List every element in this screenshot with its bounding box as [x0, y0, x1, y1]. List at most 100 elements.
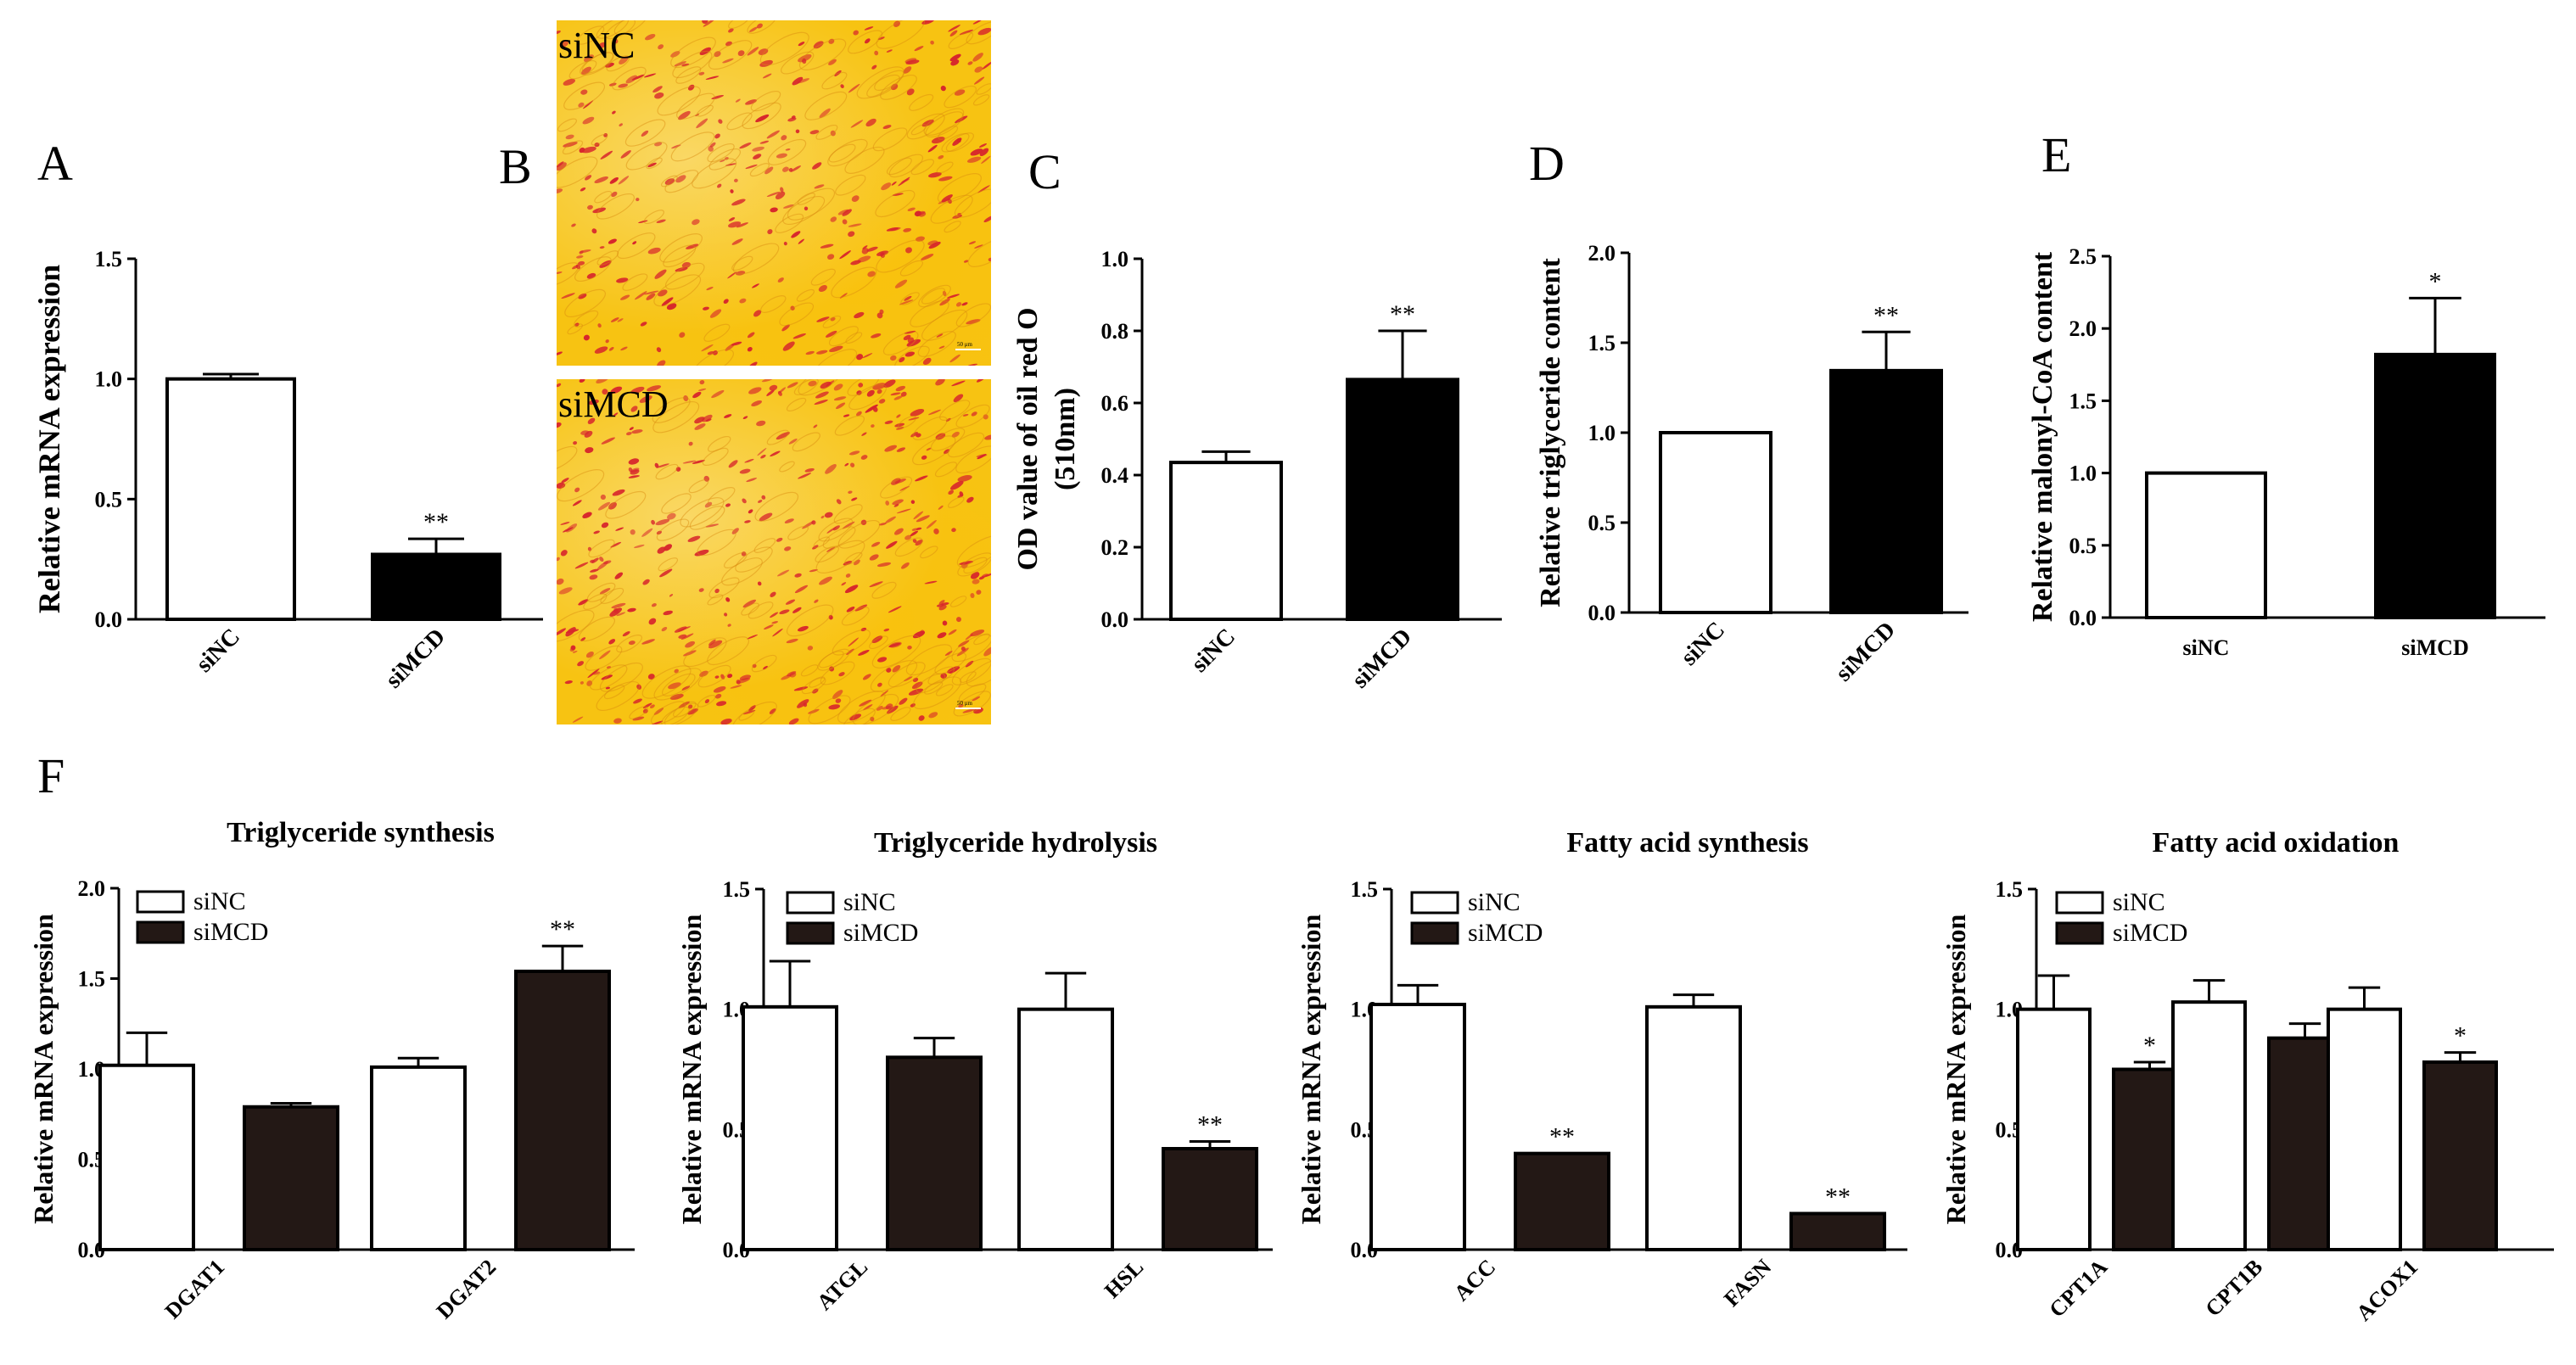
- cell-outline: [562, 140, 584, 155]
- legend-swatch-simcd: [786, 921, 835, 945]
- chart-title: Fatty acid oxidation: [2153, 827, 2400, 859]
- lipid-droplet: [731, 238, 743, 245]
- lipid-droplet: [935, 433, 946, 440]
- cell-outline: [594, 190, 613, 204]
- image-label-sinc: siNC: [558, 25, 636, 66]
- lipid-droplet: [928, 409, 941, 416]
- lipid-droplet: [758, 500, 763, 503]
- y-tick-label: 1.5: [78, 967, 106, 992]
- lipid-droplet: [837, 209, 849, 215]
- lipid-droplet: [962, 413, 969, 417]
- lipid-droplet: [739, 298, 747, 304]
- lipid-droplet: [572, 265, 580, 270]
- lipid-droplet: [602, 389, 608, 395]
- cell-outline: [871, 635, 921, 669]
- cell-outline: [910, 159, 935, 176]
- lipid-droplet: [578, 599, 589, 606]
- lipid-droplet: [851, 195, 860, 202]
- lipid-droplet: [859, 699, 872, 707]
- lipid-droplet: [884, 445, 898, 452]
- lipid-droplet: [951, 380, 966, 387]
- lipid-droplet: [797, 699, 809, 708]
- lipid-droplet: [841, 582, 847, 586]
- lipid-droplet: [705, 523, 720, 528]
- lipid-droplet: [776, 537, 783, 542]
- lipid-droplet: [949, 668, 958, 674]
- lipid-droplet: [762, 73, 772, 79]
- lipid-droplet: [578, 293, 587, 299]
- panel-label-b: B: [499, 139, 532, 194]
- lipid-droplet: [788, 168, 793, 172]
- lipid-droplet: [770, 450, 781, 457]
- cell-outline: [894, 345, 930, 366]
- bar-hsl-simcd: [1162, 1147, 1258, 1251]
- lipid-droplet: [658, 289, 668, 297]
- cell-outline: [954, 188, 991, 218]
- cell-outline: [760, 295, 787, 313]
- cell-outline: [832, 629, 871, 656]
- lipid-droplet: [900, 391, 907, 397]
- lipid-droplet: [776, 153, 787, 159]
- lipid-droplet: [846, 648, 854, 656]
- lipid-droplet: [714, 693, 722, 699]
- cell-outline: [564, 288, 606, 318]
- lipid-droplet: [678, 634, 687, 639]
- cell-outline: [625, 142, 668, 171]
- lipid-droplet: [579, 379, 585, 383]
- lipid-droplet: [599, 650, 611, 660]
- significance-label: *: [2429, 267, 2442, 295]
- cell-outline: [833, 504, 863, 524]
- y-tick-label: 0.5: [2069, 534, 2097, 558]
- lipid-droplet: [983, 646, 991, 657]
- cell-outline: [708, 577, 740, 599]
- cell-outline: [835, 174, 866, 196]
- bar-sinc: [1659, 431, 1772, 614]
- y-axis-label: Relative triglyceride content: [1535, 258, 1566, 607]
- lipid-droplet: [894, 528, 904, 535]
- cell-outline: [910, 300, 949, 327]
- lipid-droplet: [694, 549, 709, 557]
- lipid-droplet: [745, 99, 757, 105]
- lipid-droplet: [613, 38, 619, 44]
- lipid-droplet: [706, 287, 714, 291]
- lipid-droplet: [910, 703, 916, 708]
- lipid-droplet: [573, 440, 578, 445]
- lipid-droplet: [826, 527, 837, 534]
- image-label-simcd: siMCD: [558, 383, 669, 425]
- lipid-droplet: [944, 651, 953, 657]
- cell-outline: [948, 31, 974, 49]
- legend-label-sinc: siNC: [2113, 888, 2165, 916]
- lipid-droplet: [630, 386, 645, 394]
- cell-outline: [786, 397, 807, 411]
- lipid-droplet: [901, 178, 910, 183]
- cell-outline: [809, 676, 826, 688]
- lipid-droplet: [680, 633, 694, 641]
- lipid-droplet: [747, 332, 755, 338]
- cell-outline: [580, 52, 614, 76]
- lipid-droplet: [910, 432, 918, 438]
- lipid-droplet: [608, 82, 617, 87]
- significance-label: **: [550, 915, 575, 943]
- lipid-droplet: [912, 539, 917, 543]
- significance-label: **: [1197, 1111, 1223, 1139]
- lipid-droplet: [591, 228, 597, 234]
- lipid-droplet: [714, 51, 721, 58]
- lipid-droplet: [815, 391, 829, 399]
- lipid-droplet: [656, 530, 662, 535]
- lipid-droplet: [639, 395, 652, 403]
- lipid-droplet: [572, 500, 582, 506]
- lipid-droplet: [557, 422, 562, 428]
- cell-outline: [917, 331, 956, 357]
- lipid-droplet: [863, 704, 873, 711]
- lipid-droplet: [674, 61, 686, 67]
- lipid-droplet: [742, 599, 756, 608]
- lipid-droplet: [654, 142, 663, 147]
- lipid-droplet: [839, 293, 848, 299]
- lipid-droplet: [597, 501, 611, 511]
- chart-title: Fatty acid synthesis: [1566, 827, 1808, 859]
- lipid-droplet: [601, 437, 615, 445]
- lipid-droplet: [876, 389, 882, 394]
- lipid-droplet: [877, 682, 882, 687]
